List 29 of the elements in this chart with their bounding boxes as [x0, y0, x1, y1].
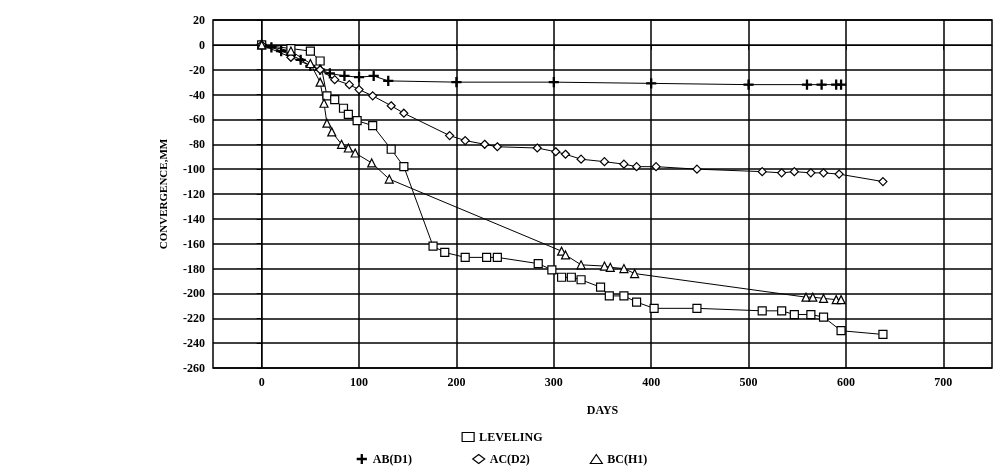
y-tick-label: -240 [183, 336, 205, 351]
y-tick-label: -200 [183, 286, 205, 301]
y-tick-label: -180 [183, 261, 205, 276]
legend-label: BC(H1) [607, 452, 648, 466]
y-tick-label: -140 [183, 211, 205, 226]
y-tick-label: -220 [183, 311, 205, 326]
x-tick-label: 0 [258, 375, 265, 389]
x-tick-label: 200 [447, 375, 466, 389]
y-tick-label: -20 [189, 62, 205, 77]
y-tick-label: -40 [189, 87, 205, 102]
y-tick-label: -60 [189, 112, 205, 127]
legend-label: AB(D1) [372, 452, 413, 466]
y-tick-label: -100 [183, 162, 205, 177]
legend-label: AC(D2) [489, 452, 530, 466]
x-tick-label: 500 [739, 375, 758, 389]
y-tick-label: 0 [199, 37, 205, 52]
x-tick-label: 400 [642, 375, 661, 389]
y-tick-label: -80 [189, 137, 205, 152]
y-tick-label: -260 [183, 361, 205, 375]
y-tick-label: 20 [193, 13, 205, 27]
x-tick-label: 700 [934, 375, 953, 389]
legend-label: LEVELING [479, 430, 543, 444]
x-tick-label: 600 [836, 375, 855, 389]
y-axis-title: CONVERGENCE,MM [156, 138, 169, 250]
x-tick-label: 300 [544, 375, 563, 389]
x-tick-label: 100 [350, 375, 369, 389]
x-axis-title: DAYS [586, 403, 619, 417]
y-tick-label: -160 [183, 236, 205, 251]
y-tick-label: -120 [183, 187, 205, 201]
